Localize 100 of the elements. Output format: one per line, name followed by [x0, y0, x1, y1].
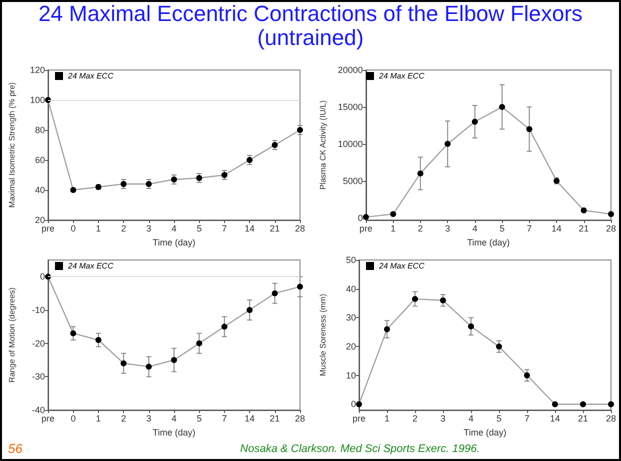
- point: [272, 142, 278, 148]
- x-tick-label: 5: [496, 414, 502, 424]
- y-tick-label: 30: [346, 312, 356, 323]
- point: [440, 297, 446, 304]
- point: [146, 364, 152, 370]
- y-tick-label: 50: [346, 255, 356, 265]
- y-axis-title: Maximal Isometric Strength (% pre): [8, 82, 16, 208]
- x-axis-title: Time (day): [464, 427, 506, 438]
- y-tick-label: -40: [32, 405, 45, 415]
- x-tick-label: 7: [526, 224, 532, 234]
- x-tick-label: 21: [270, 414, 280, 424]
- point: [608, 401, 614, 408]
- legend-label: 24 Max ECC: [67, 262, 114, 270]
- point: [444, 140, 451, 147]
- legend-label: 24 Max ECC: [378, 72, 425, 80]
- x-tick-label: 21: [578, 224, 589, 234]
- x-tick-label: 3: [440, 414, 446, 424]
- y-tick-label: 15000: [338, 102, 363, 112]
- x-tick-label: 14: [244, 414, 255, 424]
- y-axis-title: Range of Motion (degrees): [8, 287, 16, 383]
- point: [171, 357, 177, 363]
- x-tick-label: 1: [96, 224, 101, 234]
- point: [146, 181, 152, 187]
- x-tick-label: 0: [70, 224, 76, 234]
- x-tick-label: 14: [550, 414, 560, 424]
- x-tick-label: 14: [244, 224, 255, 234]
- x-tick-label: 5: [500, 224, 505, 234]
- x-tick-label: 28: [294, 224, 306, 234]
- x-tick-label: 4: [468, 414, 474, 424]
- x-tick-label: 7: [222, 414, 227, 424]
- point: [171, 176, 177, 182]
- x-tick-label: 4: [171, 224, 177, 234]
- y-tick-label: 0: [40, 272, 45, 282]
- point: [120, 360, 127, 366]
- y-tick-label: -20: [32, 338, 45, 348]
- point: [120, 181, 127, 187]
- point: [468, 323, 474, 330]
- y-tick-label: 100: [30, 95, 45, 105]
- point: [356, 401, 362, 408]
- point: [384, 326, 390, 332]
- point: [272, 290, 278, 296]
- x-tick-label: 2: [418, 224, 423, 234]
- point: [246, 157, 253, 163]
- x-tick-label: 3: [146, 414, 152, 424]
- y-tick-label: 20: [34, 215, 45, 225]
- point: [390, 211, 396, 218]
- y-tick-label: 40: [34, 185, 45, 195]
- point: [472, 118, 478, 125]
- x-tick-label: 2: [121, 414, 126, 424]
- y-tick-label: 120: [30, 65, 45, 75]
- x-tick-label: 14: [552, 224, 562, 234]
- y-tick-label: -10: [32, 305, 45, 315]
- x-tick-label: pre: [41, 414, 55, 424]
- point: [246, 307, 253, 313]
- x-tick-label: 4: [472, 224, 478, 234]
- text: 56: [8, 441, 22, 456]
- x-tick-label: 3: [146, 224, 152, 234]
- x-tick-label: pre: [359, 224, 372, 234]
- point: [221, 324, 228, 330]
- x-axis-title: Time (day): [152, 427, 196, 438]
- x-tick-label: 1: [390, 224, 396, 234]
- point: [417, 170, 424, 176]
- x-tick-label: pre: [41, 224, 55, 234]
- x-tick-label: 21: [270, 224, 280, 234]
- y-tick-label: 10000: [338, 138, 363, 149]
- point: [580, 207, 587, 214]
- point: [580, 401, 586, 408]
- point: [297, 127, 303, 133]
- x-tick-label: 3: [445, 224, 450, 234]
- x-axis-title: Time (day): [152, 237, 196, 248]
- x-tick-label: 21: [578, 414, 588, 424]
- x-tick-label: 28: [606, 224, 616, 234]
- legend-label: 24 Max ECC: [67, 72, 114, 80]
- point: [608, 211, 614, 218]
- x-tick-label: 7: [222, 224, 227, 234]
- point: [526, 126, 532, 132]
- y-tick-label: 40: [346, 284, 356, 294]
- point: [412, 296, 418, 302]
- text: Nosaka & Clarkson. Med Sci Sports Exerc. 1996.: [239, 443, 481, 455]
- y-tick-label: 0: [350, 399, 356, 410]
- point: [196, 175, 202, 181]
- chart-title: 24 Maximal Eccentric Contractions of the Elbow Flexors (untrained): [37, 1, 584, 50]
- x-tick-label: 1: [96, 414, 101, 424]
- y-axis-title: Muscle Soreness (mm): [318, 294, 328, 376]
- x-tick-label: 1: [384, 414, 390, 424]
- x-tick-label: 0: [70, 414, 76, 424]
- point: [95, 337, 102, 343]
- point: [297, 284, 303, 290]
- point: [362, 214, 369, 220]
- x-tick-label: 2: [412, 414, 418, 424]
- point: [496, 344, 502, 350]
- x-tick-label: 7: [524, 414, 530, 424]
- y-tick-label: 60: [34, 155, 45, 165]
- x-tick-label: 28: [606, 414, 616, 424]
- x-tick-label: 28: [294, 414, 306, 424]
- point: [221, 172, 228, 178]
- y-tick-label: 80: [34, 125, 45, 135]
- y-tick-label: 0: [358, 212, 363, 223]
- legend-label: 24 Max ECC: [378, 262, 425, 270]
- y-tick-label: 5000: [342, 176, 363, 186]
